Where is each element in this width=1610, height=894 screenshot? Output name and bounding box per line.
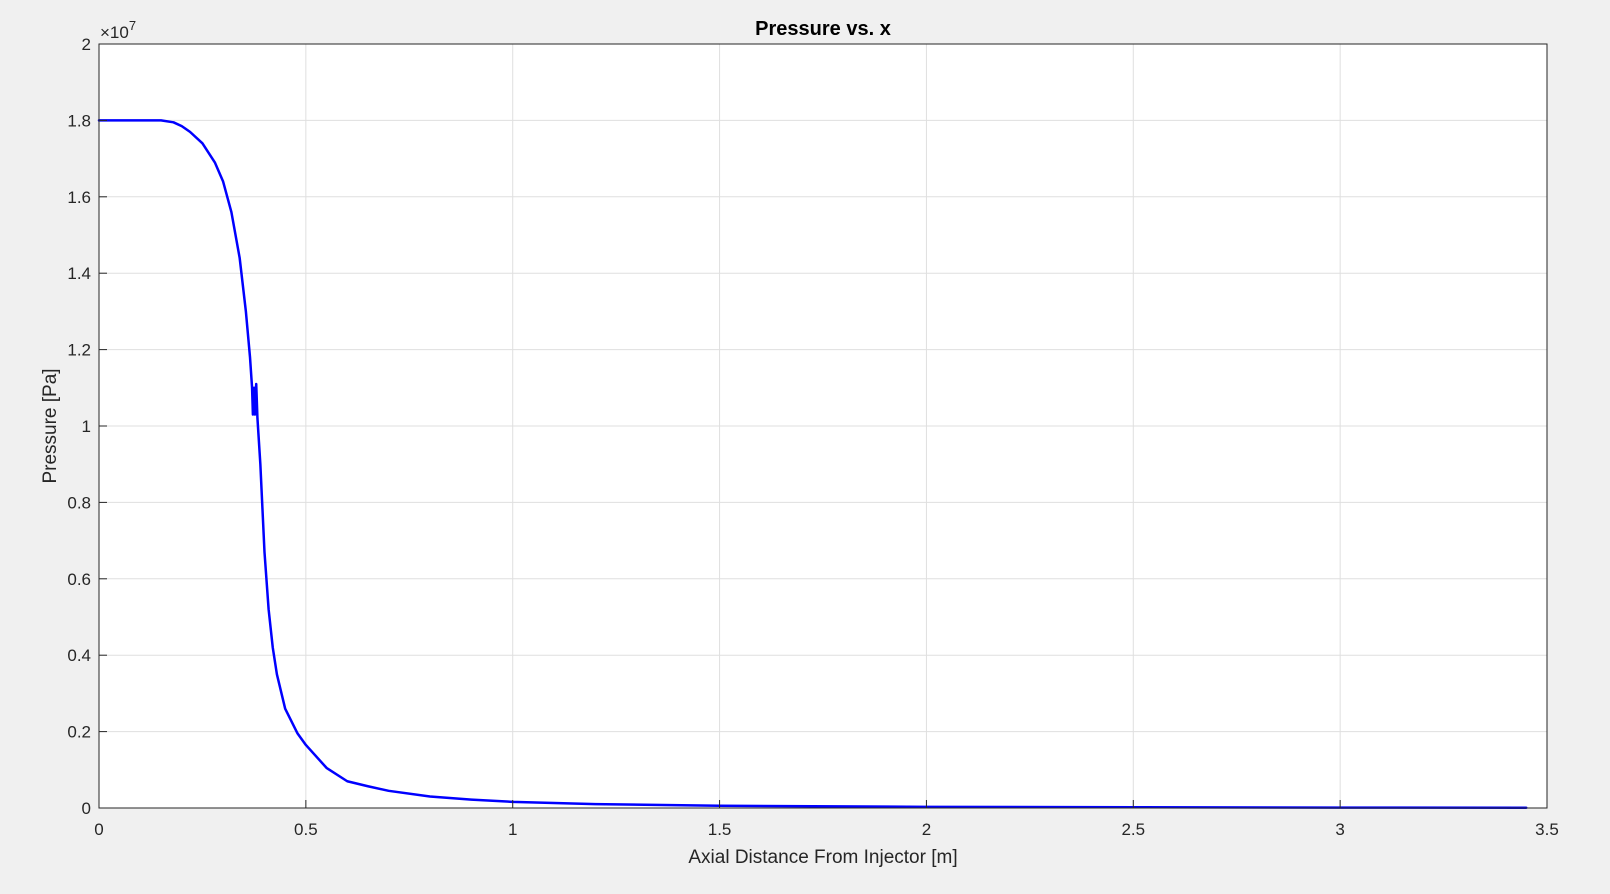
y-exponent-label: ×107 bbox=[100, 18, 136, 42]
x-tick-label: 2.5 bbox=[1121, 820, 1145, 839]
y-axis-ticks: 0 0.2 0.4 0.6 0.8 1 1.2 1.4 1.6 1.8 2 bbox=[67, 35, 107, 818]
y-tick-label: 0.4 bbox=[67, 646, 91, 665]
x-tick-label: 3 bbox=[1335, 820, 1344, 839]
x-tick-label: 0 bbox=[94, 820, 103, 839]
x-axis-ticks: 0 0.5 1 1.5 2 2.5 3 3.5 bbox=[94, 800, 1559, 839]
y-tick-label: 1.6 bbox=[67, 188, 91, 207]
x-tick-label: 1.5 bbox=[708, 820, 732, 839]
y-tick-label: 0.2 bbox=[67, 723, 91, 742]
y-tick-label: 1.8 bbox=[67, 111, 91, 130]
y-exponent-base: ×10 bbox=[100, 23, 129, 42]
y-tick-label: 0.6 bbox=[67, 570, 91, 589]
x-tick-label: 3.5 bbox=[1535, 820, 1559, 839]
x-tick-label: 1 bbox=[508, 820, 517, 839]
x-tick-label: 0.5 bbox=[294, 820, 318, 839]
data-series-group bbox=[97, 119, 1528, 810]
y-exponent-power: 7 bbox=[129, 18, 136, 33]
y-tick-label: 1.4 bbox=[67, 264, 91, 283]
y-tick-label: 2 bbox=[82, 35, 91, 54]
x-tick-label: 2 bbox=[922, 820, 931, 839]
y-tick-label: 1.2 bbox=[67, 341, 91, 360]
x-axis-label: Axial Distance From Injector [m] bbox=[688, 847, 957, 868]
y-tick-label: 0.8 bbox=[67, 493, 91, 512]
chart-title: Pressure vs. x bbox=[755, 18, 891, 40]
y-axis-label: Pressure [Pa] bbox=[40, 368, 61, 483]
series-line bbox=[97, 119, 1528, 810]
y-tick-label: 1 bbox=[82, 417, 91, 436]
y-tick-label: 0 bbox=[82, 799, 91, 818]
grid-lines bbox=[99, 44, 1547, 808]
